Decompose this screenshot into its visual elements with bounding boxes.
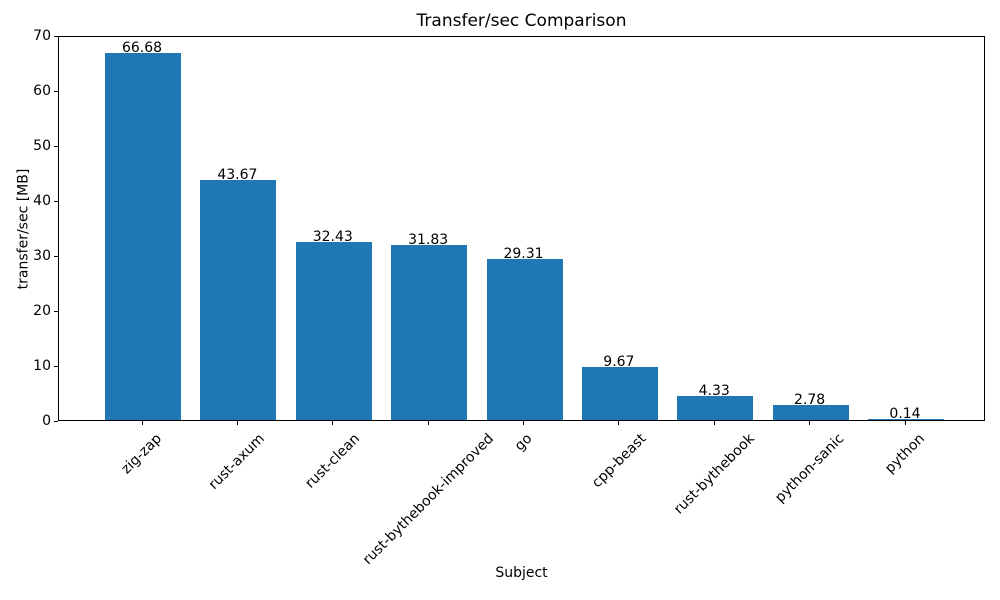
x-tick-mark — [713, 421, 715, 425]
x-tick-label: cpp-beast — [588, 430, 650, 492]
x-axis-label: Subject — [495, 565, 548, 581]
y-tick-label: 10 — [33, 358, 51, 374]
bar-rust-bythebook — [677, 396, 754, 420]
bar-zig-zap — [105, 53, 181, 420]
plot-area — [58, 36, 985, 421]
y-tick-label: 40 — [33, 193, 51, 209]
bar-python — [868, 419, 944, 420]
x-tick-mark — [427, 421, 429, 425]
bar-value-label: 31.83 — [408, 231, 449, 248]
y-tick-label: 0 — [42, 413, 51, 429]
bar-value-label: 32.43 — [312, 228, 353, 245]
y-tick-label: 20 — [33, 303, 51, 319]
x-tick-label: python — [882, 430, 928, 477]
bar-rust-axum — [200, 179, 277, 420]
y-tick-mark — [54, 35, 58, 37]
bar-value-label: 2.78 — [794, 391, 826, 408]
y-tick-mark — [54, 310, 58, 312]
bar-rust-bythebook-improved — [391, 244, 468, 420]
bar-rust-clean — [295, 241, 372, 420]
y-axis-label: transfer/sec [MB] — [15, 168, 32, 289]
x-tick-mark — [904, 421, 906, 425]
x-tick-label: rust-bythebook-improved — [359, 430, 497, 568]
y-tick-mark — [54, 145, 58, 147]
bar-value-label: 29.31 — [503, 245, 544, 262]
bar-python-sanic — [772, 404, 849, 420]
y-tick-label: 60 — [33, 83, 51, 99]
x-tick-label: go — [511, 430, 536, 455]
y-tick-mark — [54, 365, 58, 367]
bar-value-label: 43.67 — [217, 166, 258, 183]
y-tick-label: 50 — [33, 138, 51, 154]
bar-go — [486, 258, 563, 420]
bar-cpp-beast — [581, 366, 658, 420]
x-tick-label: rust-bythebook — [670, 430, 758, 518]
bar-value-label: 4.33 — [698, 383, 730, 400]
x-tick-label: zig-zap — [118, 430, 166, 478]
y-tick-mark — [54, 420, 58, 422]
y-tick-label: 70 — [33, 28, 51, 44]
x-tick-mark — [332, 421, 334, 425]
y-tick-mark — [54, 90, 58, 92]
x-tick-mark — [523, 421, 524, 425]
x-tick-label: rust-clean — [302, 430, 364, 492]
x-tick-mark — [236, 421, 238, 425]
y-tick-mark — [54, 200, 58, 202]
x-tick-mark — [618, 421, 620, 425]
bar-value-label: 66.68 — [121, 40, 163, 57]
x-tick-mark — [141, 421, 143, 425]
x-tick-label: rust-axum — [206, 430, 269, 493]
x-tick-mark — [809, 421, 811, 425]
bar-value-label: 9.67 — [603, 353, 635, 370]
bar-value-label: 0.14 — [889, 406, 921, 422]
x-tick-label: python-sanic — [772, 430, 848, 506]
y-tick-label: 30 — [33, 248, 51, 264]
chart-title: Transfer/sec Comparison — [416, 11, 627, 31]
y-tick-mark — [54, 255, 58, 257]
